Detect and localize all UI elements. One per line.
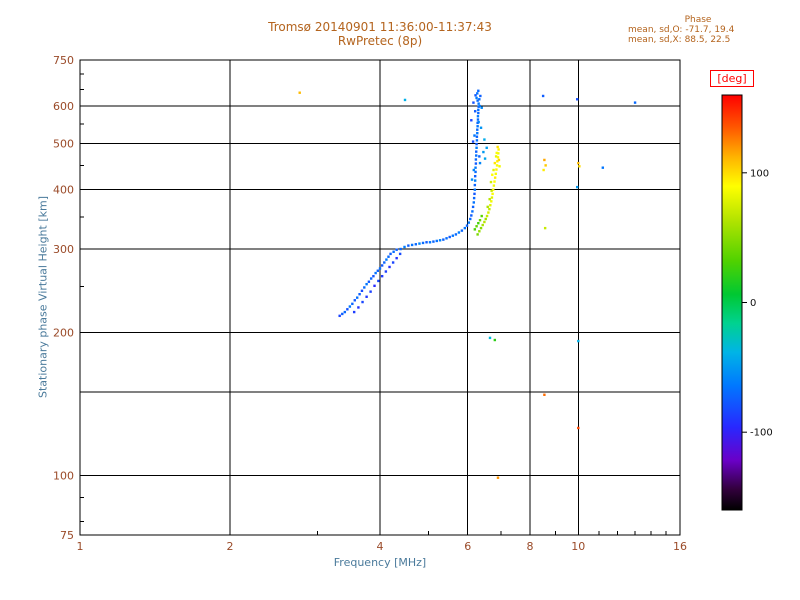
svg-text:1: 1 — [77, 540, 84, 553]
x-axis-label: Frequency [MHz] — [333, 556, 427, 569]
svg-text:0: 0 — [750, 298, 756, 309]
svg-text:500: 500 — [53, 138, 74, 151]
phase-stats-x-mode: mean, sd,X: 88.5, 22.5 — [628, 35, 731, 45]
svg-text:600: 600 — [53, 100, 74, 113]
svg-text:75: 75 — [60, 529, 74, 542]
scatter-points-x-mode-trace — [473, 145, 501, 236]
svg-text:100: 100 — [53, 470, 74, 483]
svg-text:300: 300 — [53, 243, 74, 256]
gridlines — [80, 60, 680, 535]
svg-text:4: 4 — [377, 540, 384, 553]
svg-text:2: 2 — [227, 540, 234, 553]
scatter-points-sporadic-echoes — [298, 91, 637, 479]
phase-stats-header: Phase — [684, 15, 712, 25]
plot-title-line2: RwPretec (8p) — [337, 34, 423, 48]
svg-text:750: 750 — [53, 54, 74, 67]
colorbar-gradient — [721, 94, 743, 511]
plot-title: Tromsø 20140901 11:36:00-11:37:43 RwPret… — [80, 20, 680, 48]
svg-text:100: 100 — [750, 168, 769, 179]
phase-stats: Phase mean, sd,O: -71.7, 19.4 mean, sd,X… — [628, 15, 768, 45]
tick-labels: 1 2 4 6 8 10 16 75 100 200 300 400 500 600 750 — [53, 54, 687, 553]
svg-text:6: 6 — [464, 540, 471, 553]
y-axis-label: Stationary phase Virtual Height [km] — [36, 195, 50, 399]
colorbar-unit-label: [deg] — [710, 70, 754, 87]
svg-text:16: 16 — [673, 540, 687, 553]
plot-border — [79, 59, 681, 536]
svg-text:400: 400 — [53, 184, 74, 197]
scatter-points-o-mode-trace — [338, 89, 488, 318]
phase-stats-o-mode: mean, sd,O: -71.7, 19.4 — [628, 25, 735, 35]
svg-text:200: 200 — [53, 327, 74, 340]
svg-text:8: 8 — [527, 540, 534, 553]
svg-text:10: 10 — [571, 540, 585, 553]
svg-text:-100: -100 — [750, 428, 773, 439]
colorbar-ticks: 100 0 -100 — [742, 168, 773, 439]
plot-title-line1: Tromsø 20140901 11:36:00-11:37:43 — [268, 20, 492, 34]
